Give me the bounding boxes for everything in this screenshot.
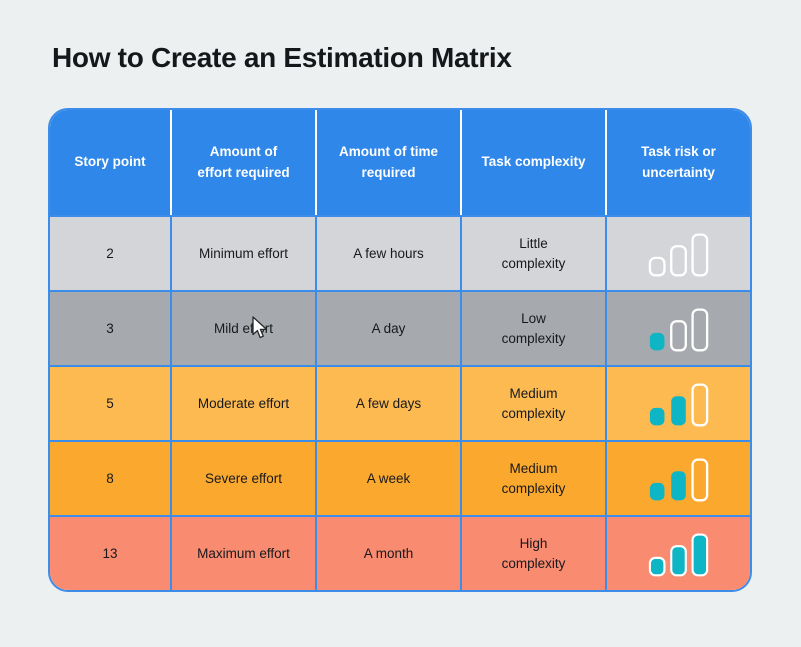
cell-time: A week xyxy=(315,442,460,515)
complexity-value: High complexity xyxy=(501,535,566,571)
risk-bar-3 xyxy=(690,457,708,501)
table-row: 2 Minimum effort A few hours Little comp… xyxy=(50,215,750,290)
effort-value: Maximum effort xyxy=(197,545,290,561)
cell-story-point: 5 xyxy=(50,367,170,440)
cell-time: A day xyxy=(315,292,460,365)
risk-bar-2 xyxy=(669,319,687,351)
page-title: How to Create an Estimation Matrix xyxy=(52,42,512,73)
time-value: A week xyxy=(366,470,411,486)
table-row: 3 Mild effort A day Low complexity xyxy=(50,290,750,365)
cell-complexity: Medium complexity xyxy=(460,442,605,515)
cell-risk xyxy=(605,517,750,590)
cell-story-point: 2 xyxy=(50,217,170,290)
story-point-value: 2 xyxy=(106,245,114,261)
column-header-complexity: Task complexity xyxy=(460,110,605,215)
complexity-value: Low complexity xyxy=(501,310,566,346)
effort-value: Mild effort xyxy=(213,320,274,336)
risk-bar-2 xyxy=(669,244,687,276)
risk-bar-1 xyxy=(648,556,666,576)
table-row: 8 Severe effort A week Medium complexity xyxy=(50,440,750,515)
time-value: A month xyxy=(363,545,414,561)
cell-complexity: Medium complexity xyxy=(460,367,605,440)
cell-effort: Severe effort xyxy=(170,442,315,515)
cell-effort: Moderate effort xyxy=(170,367,315,440)
cell-time: A few hours xyxy=(315,217,460,290)
effort-value: Minimum effort xyxy=(198,245,289,261)
time-value: A few hours xyxy=(353,245,424,261)
cell-time: A month xyxy=(315,517,460,590)
table-row: 5 Moderate effort A few days Medium comp… xyxy=(50,365,750,440)
risk-bar-3 xyxy=(690,307,708,351)
cell-effort: Maximum effort xyxy=(170,517,315,590)
risk-bar-3 xyxy=(691,533,708,576)
complexity-value: Medium complexity xyxy=(501,460,566,496)
cell-risk xyxy=(605,442,750,515)
risk-bars-icon xyxy=(649,307,708,351)
risk-bars-icon xyxy=(649,382,708,426)
risk-bar-1 xyxy=(649,482,664,500)
cell-complexity: Low complexity xyxy=(460,292,605,365)
table-row: 13 Maximum effort A month High complexit… xyxy=(50,515,750,590)
time-value: A few days xyxy=(355,395,422,411)
risk-bar-1 xyxy=(649,407,664,425)
risk-bars-icon xyxy=(649,457,708,501)
cell-effort: Mild effort xyxy=(170,292,315,365)
cell-complexity: High complexity xyxy=(460,517,605,590)
risk-bars-icon xyxy=(648,533,708,576)
estimation-matrix-table: Story point Amount of effort required Am… xyxy=(48,108,752,592)
column-header-effort: Amount of effort required xyxy=(170,110,315,215)
table-body: 2 Minimum effort A few hours Little comp… xyxy=(50,215,750,590)
effort-value: Severe effort xyxy=(204,470,283,486)
cell-complexity: Little complexity xyxy=(460,217,605,290)
table-header-row: Story point Amount of effort required Am… xyxy=(50,110,750,215)
story-point-value: 8 xyxy=(106,470,114,486)
risk-bar-3 xyxy=(690,232,708,276)
risk-bar-2 xyxy=(670,395,686,425)
story-point-value: 13 xyxy=(102,545,118,561)
cell-risk xyxy=(605,367,750,440)
cell-story-point: 13 xyxy=(50,517,170,590)
cell-risk xyxy=(605,292,750,365)
column-header-story-point: Story point xyxy=(50,110,170,215)
cell-effort: Minimum effort xyxy=(170,217,315,290)
cell-story-point: 3 xyxy=(50,292,170,365)
time-value: A day xyxy=(371,320,406,336)
column-header-risk: Task risk or uncertainty xyxy=(605,110,750,215)
risk-bars-icon xyxy=(648,232,708,276)
cell-risk xyxy=(605,217,750,290)
story-point-value: 3 xyxy=(106,320,114,336)
risk-bar-1 xyxy=(649,332,664,350)
complexity-value: Medium complexity xyxy=(501,385,566,421)
complexity-value: Little complexity xyxy=(501,235,566,271)
effort-value: Moderate effort xyxy=(197,395,290,411)
story-point-value: 5 xyxy=(106,395,114,411)
cell-story-point: 8 xyxy=(50,442,170,515)
cell-time: A few days xyxy=(315,367,460,440)
risk-bar-2 xyxy=(670,470,686,500)
column-header-time: Amount of time required xyxy=(315,110,460,215)
risk-bar-1 xyxy=(648,256,666,276)
risk-bar-3 xyxy=(690,382,708,426)
risk-bar-2 xyxy=(669,544,687,576)
